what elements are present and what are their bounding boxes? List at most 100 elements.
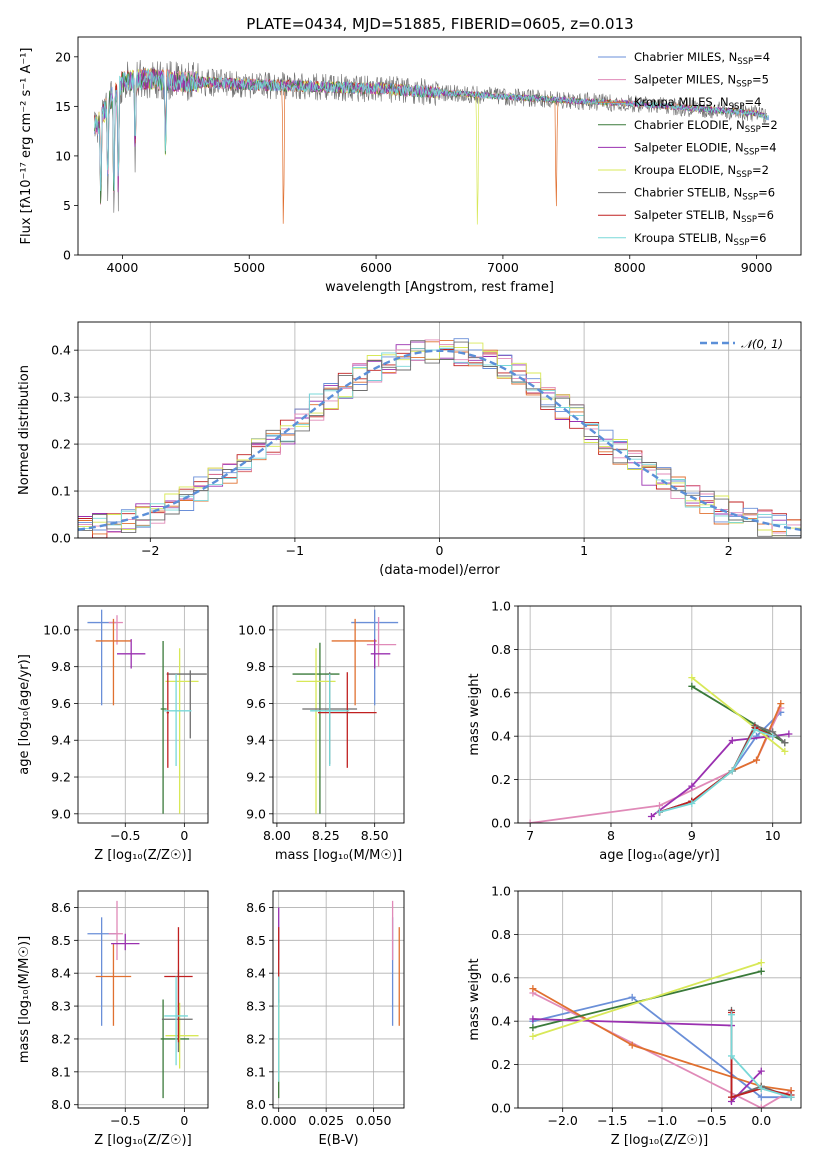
y-tick-label: 8.0 bbox=[246, 1097, 266, 1112]
plot-area bbox=[78, 338, 801, 538]
plot-frame bbox=[272, 890, 405, 1109]
x-axis-label: age [log₁₀(age/yr)] bbox=[599, 848, 720, 863]
x-axis-label: Z [log₁₀(Z/Z☉)] bbox=[611, 1133, 708, 1148]
weight-marker bbox=[781, 747, 789, 755]
legend-label: 𝒩(0, 1) bbox=[741, 337, 783, 351]
x-tick-label: 5000 bbox=[233, 260, 265, 275]
legend-label: Kroupa ELODIE, NSSP=2 bbox=[634, 163, 769, 180]
legend-model: Chabrier MILES, N bbox=[634, 50, 737, 64]
y-tick-label: 0.1 bbox=[51, 484, 71, 499]
weight-vs-metallicity-panel: −2.0 −1.5 −1.0 −0.5 0.0 0.0 0.2 0.4 0.6 0.8 1.0 Z [… bbox=[467, 884, 802, 1148]
y-tick-label: 8.6 bbox=[246, 900, 266, 915]
y-tick-label: 0.8 bbox=[491, 927, 511, 942]
y-tick-label: 0.4 bbox=[491, 1014, 511, 1029]
y-axis-label: age [log₁₀(age/yr)] bbox=[17, 654, 32, 775]
y-tick-label: 0 bbox=[63, 248, 71, 263]
legend-subscript: SSP bbox=[736, 170, 752, 180]
age-vs-mass-panel: 8.00 8.25 8.50 9.0 9.2 9.4 9.6 9.8 10.0 mass [log… bbox=[238, 605, 405, 863]
y-tick-label: 0.0 bbox=[491, 1101, 511, 1116]
plot-frame bbox=[77, 890, 209, 1109]
y-tick-label: 9.0 bbox=[51, 806, 71, 821]
x-tick-label: 0 bbox=[436, 543, 444, 558]
legend-model: Kroupa ELODIE, N bbox=[634, 163, 736, 177]
plot-frame bbox=[77, 36, 802, 256]
weight-marker bbox=[757, 1104, 765, 1108]
y-axis-label: Flux [fλ10⁻¹⁷ erg cm⁻² s⁻¹ A⁻¹] bbox=[19, 48, 34, 245]
spectrum-line bbox=[94, 68, 770, 192]
weight-marker bbox=[787, 1093, 795, 1101]
weight-marker bbox=[628, 993, 636, 1001]
weight-marker bbox=[727, 1052, 735, 1060]
weight-marker bbox=[529, 1015, 537, 1023]
x-tick-label: 0.0 bbox=[751, 1113, 771, 1128]
y-tick-label: 5 bbox=[63, 198, 71, 213]
y-tick-label: 0.0 bbox=[51, 531, 71, 546]
y-tick-label: 0.0 bbox=[491, 816, 511, 831]
y-tick-label: 1.0 bbox=[491, 599, 511, 614]
weight-marker bbox=[757, 967, 765, 975]
y-tick-label: 10.0 bbox=[238, 622, 266, 637]
weight-vs-age-panel: 7 8 9 10 0.0 0.2 0.4 0.6 0.8 1.0 age [log₁₀(age/yr… bbox=[467, 599, 802, 863]
y-tick-label: 1.0 bbox=[491, 884, 511, 899]
legend-model: Salpeter MILES, N bbox=[634, 73, 736, 87]
weight-marker bbox=[727, 1093, 735, 1101]
weight-line bbox=[691, 676, 786, 753]
legend-count: =2 bbox=[752, 163, 769, 177]
weight-marker bbox=[727, 1011, 735, 1019]
legend-label: Chabrier ELODIE, NSSP=2 bbox=[634, 118, 778, 135]
y-tick-label: 0.2 bbox=[51, 437, 71, 452]
mass-vs-reddening-panel: 0.000 0.025 0.050 8.0 8.1 8.2 8.3 8.4 8.5 8.6 E(B-… bbox=[246, 890, 405, 1148]
y-axis-label: mass [log₁₀(M/M☉)] bbox=[17, 936, 32, 1063]
y-tick-label: 9.4 bbox=[246, 733, 266, 748]
legend-count: =4 bbox=[760, 140, 777, 154]
y-tick-label: 9.8 bbox=[51, 659, 71, 674]
weight-line bbox=[659, 728, 774, 813]
legend-label: Chabrier STELIB, NSSP=6 bbox=[634, 186, 775, 203]
y-tick-label: 8.1 bbox=[246, 1064, 266, 1079]
plot-area bbox=[94, 59, 770, 225]
y-tick-label: 0.2 bbox=[491, 1057, 511, 1072]
mass-vs-metallicity-panel: −0.5 0 8.0 8.1 8.2 8.3 8.4 8.5 8.6 Z [log₁₀(Z/Z☉)… bbox=[17, 890, 209, 1148]
x-tick-label: 8.50 bbox=[361, 828, 389, 843]
legend-count: =4 bbox=[744, 95, 761, 109]
x-tick-label: 1 bbox=[580, 543, 588, 558]
x-tick-label: −0.5 bbox=[110, 1113, 140, 1128]
x-axis-label: (data-model)/error bbox=[379, 563, 500, 578]
y-axis-label: mass weight bbox=[467, 673, 482, 755]
age-vs-metallicity-panel: −0.5 0 9.0 9.2 9.4 9.6 9.8 10.0 Z [log₁₀(Z/Z☉)] a… bbox=[17, 605, 209, 863]
weight-marker bbox=[728, 767, 736, 775]
legend-label: Kroupa MILES, NSSP=4 bbox=[634, 95, 761, 112]
weight-marker bbox=[777, 700, 785, 708]
histogram-step bbox=[78, 342, 801, 537]
weight-line bbox=[659, 726, 774, 813]
x-tick-label: 0 bbox=[180, 1113, 188, 1128]
x-tick-label: 2 bbox=[725, 543, 733, 558]
weight-marker bbox=[656, 808, 663, 816]
y-tick-label: 8.2 bbox=[246, 1031, 266, 1046]
weight-marker bbox=[757, 959, 765, 967]
legend-model: Kroupa STELIB, N bbox=[634, 231, 734, 245]
x-axis-label: mass [log₁₀(M/M☉)] bbox=[275, 848, 402, 863]
legend-label: Salpeter STELIB, NSSP=6 bbox=[634, 208, 774, 225]
y-tick-label: 9.4 bbox=[51, 733, 71, 748]
weight-line bbox=[730, 1014, 792, 1099]
legend-count: =4 bbox=[753, 50, 770, 64]
figure-title: PLATE=0434, MJD=51885, FIBERID=0605, z=0… bbox=[246, 15, 633, 33]
legend-label: Chabrier MILES, NSSP=4 bbox=[634, 50, 770, 67]
legend-label: Salpeter ELODIE, NSSP=4 bbox=[634, 140, 777, 157]
x-axis-label: Z [log₁₀(Z/Z☉)] bbox=[94, 1133, 191, 1148]
x-tick-label: −0.5 bbox=[110, 828, 140, 843]
legend-subscript: SSP bbox=[742, 193, 758, 203]
weight-marker bbox=[757, 1093, 765, 1101]
legend-count: =6 bbox=[758, 186, 775, 200]
weight-marker bbox=[647, 812, 655, 820]
legend-model: Chabrier ELODIE, N bbox=[634, 118, 745, 132]
y-tick-label: 8.6 bbox=[51, 900, 71, 915]
y-tick-label: 9.2 bbox=[246, 770, 266, 785]
plot-frame bbox=[517, 890, 802, 1109]
weight-marker bbox=[529, 1024, 537, 1032]
legend-model: Salpeter ELODIE, N bbox=[634, 140, 744, 154]
weight-marker bbox=[656, 802, 663, 810]
plot-frame bbox=[77, 321, 802, 539]
